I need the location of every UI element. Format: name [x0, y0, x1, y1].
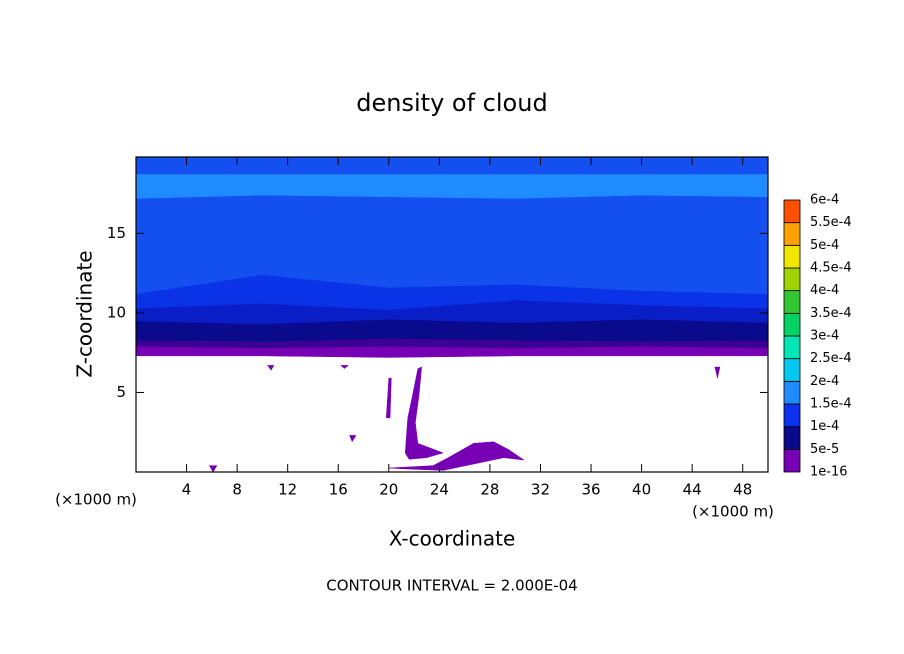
x-tick-label: 40 [632, 481, 651, 499]
x-tick-label: 12 [278, 481, 297, 499]
x-tick-label: 4 [182, 481, 192, 499]
colorbar-label: 4.5e-4 [810, 261, 852, 276]
colorbar-box [783, 199, 801, 224]
colorbar-box [783, 335, 801, 360]
contour-region [135, 174, 769, 199]
colorbar-box [783, 358, 801, 382]
contour-note: CONTOUR INTERVAL = 2.000E-04 [326, 577, 577, 595]
x-tick-label: 32 [531, 481, 550, 499]
x-tick-label: 44 [683, 481, 702, 499]
colorbar-label: 1.5e-4 [810, 397, 852, 412]
colorbar-label: 1e-16 [810, 465, 848, 480]
plot-frame [135, 156, 769, 473]
colorbar-box [783, 290, 801, 314]
colorbar-box [783, 312, 801, 337]
x-axis-title: X-coordinate [389, 527, 516, 551]
contour-region [349, 435, 357, 443]
colorbar-label: 1e-4 [810, 419, 839, 434]
x-tick-label: 16 [329, 481, 348, 499]
colorbar-box [783, 448, 801, 473]
colorbar-box [783, 267, 801, 292]
colorbar-label: 5e-5 [810, 442, 839, 457]
contour-region [386, 377, 392, 419]
x-tick-label: 8 [232, 481, 242, 499]
x-tick-label: 36 [581, 481, 600, 499]
contour-region [404, 366, 444, 460]
colorbar-box [783, 426, 801, 450]
y-tick-label: 10 [107, 303, 126, 321]
colorbar-box [783, 403, 801, 428]
colorbar-label: 6e-4 [810, 193, 839, 208]
colorbar-label: 5e-4 [810, 238, 839, 253]
contour-region [208, 465, 218, 473]
x-unit: (×1000 m) [692, 503, 774, 521]
colorbar-box [783, 380, 801, 405]
colorbar-label: 2.5e-4 [810, 351, 852, 366]
colorbar-label: 3e-4 [810, 329, 839, 344]
contour-region [388, 441, 525, 471]
colorbar-label: 3.5e-4 [810, 306, 852, 321]
colorbar-label: 5.5e-4 [810, 215, 852, 230]
colorbar-box [783, 244, 801, 269]
colorbar-label: 4e-4 [810, 283, 839, 298]
contour-region [266, 365, 275, 371]
x-unit: (×1000 m) [55, 491, 137, 509]
y-tick-label: 15 [107, 224, 126, 242]
x-tick-label: 28 [480, 481, 499, 499]
chart-title: density of cloud [356, 89, 547, 117]
x-tick-label: 48 [733, 481, 752, 499]
x-tick-label: 24 [430, 481, 449, 499]
contour-region [714, 366, 721, 379]
y-tick-label: 5 [116, 383, 126, 401]
y-axis-title: Z-coordinate [73, 250, 97, 377]
colorbar-label: 2e-4 [810, 374, 839, 389]
x-tick-label: 20 [379, 481, 398, 499]
colorbar-box [783, 222, 801, 246]
contour-region [340, 365, 350, 369]
